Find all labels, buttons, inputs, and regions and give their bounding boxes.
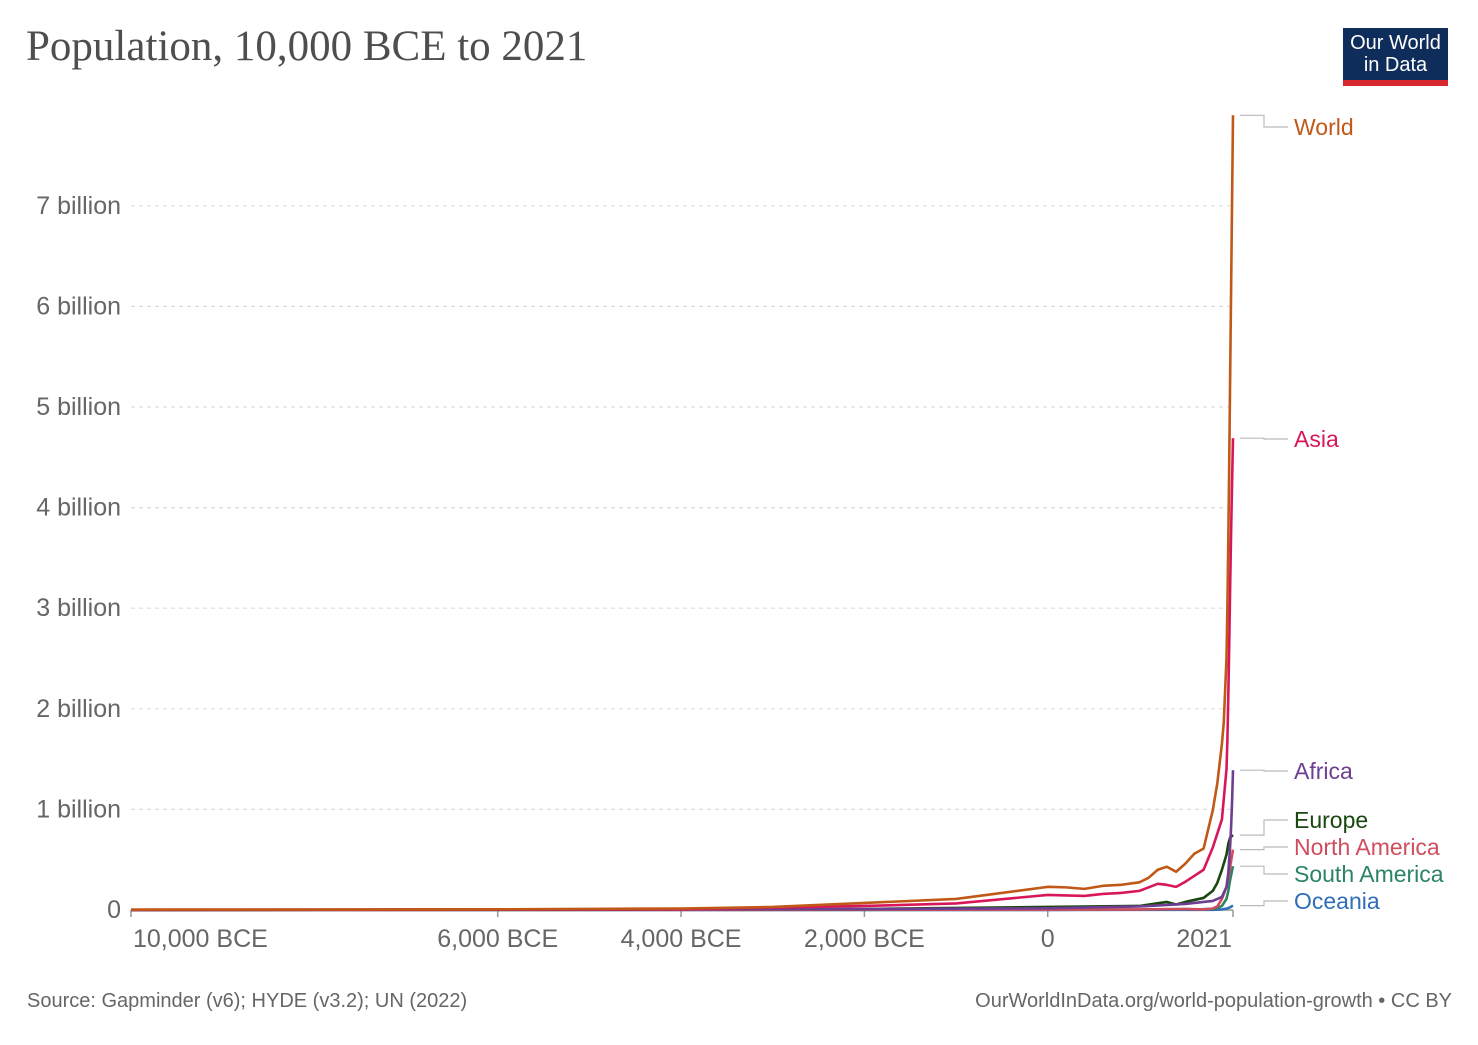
y-tick-label: 0	[107, 896, 121, 924]
y-tick-label: 4 billion	[36, 494, 121, 522]
label-connector	[1240, 769, 1288, 772]
credit-link[interactable]: OurWorldInData.org/world-population-grow…	[975, 990, 1452, 1012]
series-line-north-america	[130, 849, 1235, 912]
logo-accent-bar	[1343, 80, 1448, 86]
label-connector	[1240, 900, 1288, 907]
series-label-world: World	[1294, 114, 1354, 140]
label-connector	[1240, 846, 1288, 851]
x-tick-label: 2,000 BCE	[804, 925, 925, 953]
series-label-africa: Africa	[1294, 758, 1353, 784]
series-line-world	[130, 115, 1235, 911]
y-tick-label: 1 billion	[36, 795, 121, 823]
series-line-africa	[130, 770, 1235, 912]
series-label-oceania: Oceania	[1294, 888, 1380, 914]
x-tick-label: 6,000 BCE	[437, 925, 558, 953]
label-connector	[1240, 819, 1288, 836]
series-label-asia: Asia	[1294, 426, 1339, 452]
series-line-asia	[130, 438, 1235, 912]
grid-lines	[131, 205, 1233, 811]
y-tick-label: 7 billion	[36, 192, 121, 220]
x-tick-label: 0	[1041, 925, 1055, 953]
series-label-europe: Europe	[1294, 807, 1368, 833]
logo-line-1: Our World	[1350, 32, 1441, 54]
owid-logo[interactable]: Our World in Data	[1343, 28, 1448, 86]
label-connector	[1240, 865, 1288, 875]
y-tick-label: 5 billion	[36, 393, 121, 421]
series-line-europe	[130, 834, 1234, 912]
y-tick-label: 2 billion	[36, 695, 121, 723]
series-label-north-america: North America	[1294, 834, 1440, 860]
source-note: Source: Gapminder (v6); HYDE (v3.2); UN …	[27, 990, 468, 1012]
x-tick-label: 2021	[1176, 925, 1232, 953]
label-connector	[1240, 437, 1288, 440]
logo-line-2: in Data	[1363, 54, 1428, 76]
x-tick-label: 10,000 BCE	[133, 925, 268, 953]
axes: 0 1 billion 2 billion 3 billion 4 billion 5 b…	[36, 192, 1234, 953]
chart-title: Population, 10,000 BCE to 2021	[26, 23, 588, 70]
series-label-south-america: South America	[1294, 861, 1444, 887]
y-tick-label: 6 billion	[36, 292, 121, 320]
x-tick-label: 4,000 BCE	[621, 925, 742, 953]
y-tick-label: 3 billion	[36, 594, 121, 622]
series-lines	[130, 115, 1235, 912]
label-connector	[1240, 114, 1288, 128]
